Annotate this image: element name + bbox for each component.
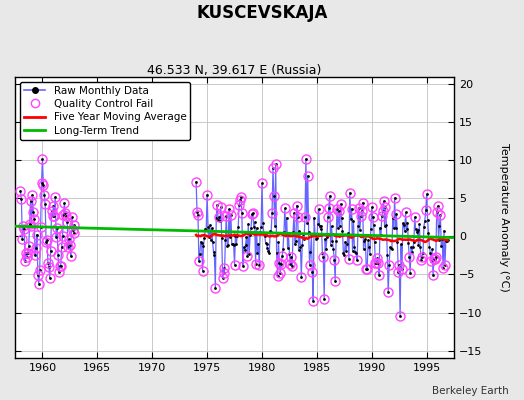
- Title: 46.533 N, 39.617 E (Russia): 46.533 N, 39.617 E (Russia): [147, 64, 322, 77]
- Legend: Raw Monthly Data, Quality Control Fail, Five Year Moving Average, Long-Term Tren: Raw Monthly Data, Quality Control Fail, …: [20, 82, 190, 140]
- Text: KUSCEVSKAJA: KUSCEVSKAJA: [196, 4, 328, 22]
- Y-axis label: Temperature Anomaly (°C): Temperature Anomaly (°C): [499, 143, 509, 292]
- Text: Berkeley Earth: Berkeley Earth: [432, 386, 508, 396]
